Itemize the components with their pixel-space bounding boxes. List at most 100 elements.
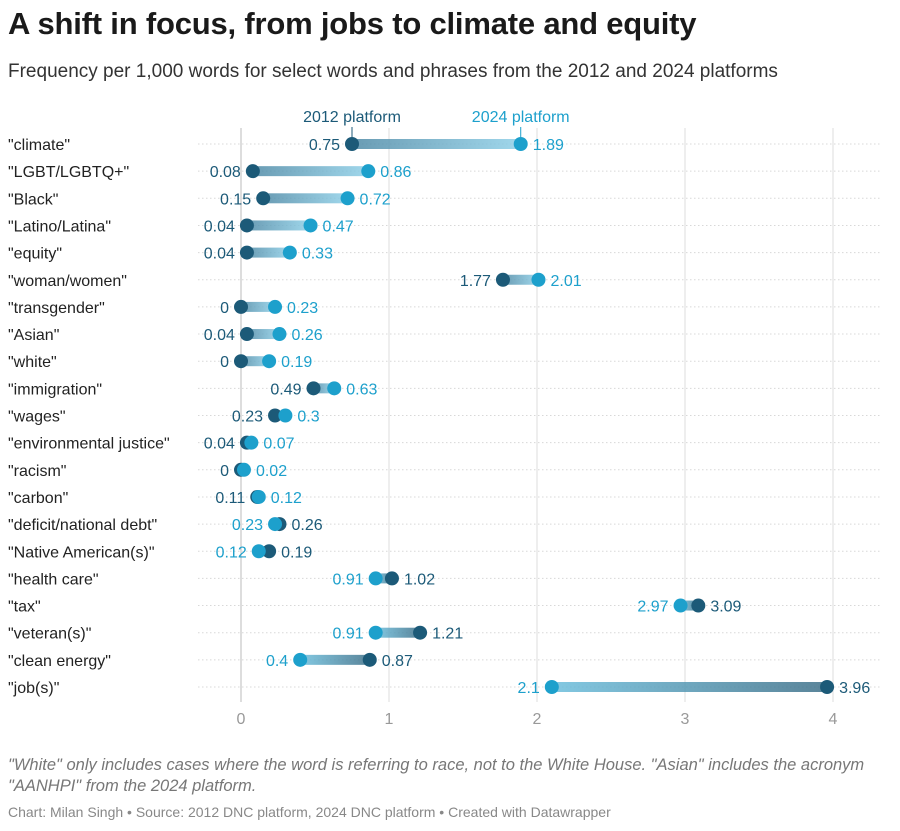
tick-label: 1 — [385, 711, 394, 728]
value-label-2024: 0.02 — [256, 463, 287, 480]
dot-2012 — [239, 218, 254, 233]
dot-2024 — [303, 218, 318, 233]
range-bar — [375, 573, 392, 584]
category-label: "health care" — [8, 571, 99, 588]
legend: 2012 platform 2024 platform — [303, 109, 570, 137]
category-label: "Asian" — [8, 327, 59, 344]
category-label: "Black" — [8, 191, 58, 208]
value-label-2012: 0 — [220, 354, 229, 371]
dot-2024 — [327, 381, 342, 396]
dot-2012 — [256, 191, 271, 206]
range-bar — [680, 600, 699, 611]
value-label-2012: 0.87 — [382, 653, 413, 670]
chart-row: "Asian" 0.04 0.26 — [8, 327, 880, 344]
value-label-2012: 1.21 — [432, 626, 463, 643]
category-label: "immigration" — [8, 381, 102, 398]
value-label-2024: 0.12 — [216, 544, 247, 561]
value-label-2024: 0.23 — [232, 517, 263, 534]
chart-row: "tax" 2.97 3.09 — [8, 598, 880, 616]
category-label: "wages" — [8, 409, 66, 426]
category-label: "white" — [8, 354, 57, 371]
chart-row: "job(s)" 2.1 3.96 — [8, 680, 880, 697]
value-label-2024: 0.26 — [291, 327, 322, 344]
dot-2024 — [251, 544, 266, 559]
dot-2012 — [384, 571, 399, 586]
range-bar — [551, 682, 828, 692]
chart-row: "clean energy" 0.4 0.87 — [8, 652, 880, 670]
range-bar — [300, 654, 370, 665]
value-label-2012: 0.19 — [281, 544, 312, 561]
chart-row: "veteran(s)" 0.91 1.21 — [8, 625, 880, 643]
category-label: "transgender" — [8, 300, 105, 317]
value-label-2012: 0.11 — [215, 490, 245, 507]
category-label: "clean energy" — [8, 653, 111, 670]
dot-2012 — [345, 137, 359, 151]
category-label: "racism" — [8, 463, 66, 480]
range-bar — [241, 301, 276, 312]
dot-2024 — [544, 680, 559, 694]
range-bar — [246, 247, 290, 258]
value-label-2012: 0 — [220, 300, 229, 317]
dot-2012 — [262, 544, 277, 559]
chart-row: "health care" 0.91 1.02 — [8, 571, 880, 588]
tick-label: 0 — [237, 711, 246, 728]
dot-2024 — [268, 299, 283, 314]
chart-row: "immigration" 0.49 0.63 — [8, 381, 880, 398]
range-bar — [246, 329, 280, 340]
chart-row: "Latino/Latina" 0.04 0.47 — [8, 218, 880, 235]
category-label: "Latino/Latina" — [8, 218, 111, 235]
dot-2012 — [234, 299, 248, 314]
tick-label: 3 — [681, 711, 690, 728]
chart-row: "Native American(s)" 0.12 0.19 — [8, 544, 880, 561]
tick-label: 4 — [829, 711, 838, 728]
legend-2024: 2024 platform — [472, 109, 570, 126]
category-label: "carbon" — [8, 490, 68, 507]
category-label: "job(s)" — [8, 680, 59, 697]
dot-2012 — [239, 245, 254, 260]
value-label-2012: 0.49 — [270, 381, 301, 398]
category-label: "climate" — [8, 137, 70, 154]
value-label-2024: 0.4 — [266, 653, 288, 670]
value-label-2024: 0.91 — [333, 626, 364, 643]
chart-subtitle: Frequency per 1,000 words for select wor… — [8, 61, 778, 82]
value-label-2024: 0.72 — [360, 191, 391, 208]
dot-2024 — [268, 517, 283, 532]
category-label: "Native American(s)" — [8, 544, 155, 561]
category-label: "equity" — [8, 246, 62, 263]
value-label-2024: 0.12 — [271, 490, 302, 507]
value-label-2012: 3.09 — [710, 599, 741, 616]
range-bar — [352, 139, 521, 149]
value-label-2012: 0.04 — [204, 436, 235, 453]
dot-2012 — [268, 408, 283, 423]
range-bar — [313, 383, 335, 394]
x-axis-ticks: 0 1 2 3 4 — [237, 711, 838, 728]
grid-layer — [240, 128, 834, 702]
value-label-2012: 0.04 — [204, 218, 235, 235]
category-label: "environmental justice" — [8, 436, 170, 453]
value-label-2024: 0.3 — [297, 409, 319, 426]
dot-2012 — [245, 164, 260, 179]
value-label-2024: 0.86 — [380, 164, 411, 181]
value-label-2024: 2.01 — [550, 273, 581, 290]
category-label: "tax" — [8, 599, 41, 616]
dot-2024 — [272, 327, 287, 342]
range-bar — [263, 193, 348, 204]
category-label: "woman/women" — [8, 273, 127, 290]
dot-2012 — [820, 680, 835, 694]
dot-2012 — [362, 652, 377, 667]
dot-2012 — [413, 625, 428, 640]
range-bar — [241, 356, 270, 367]
chart-title: A shift in focus, from jobs to climate a… — [8, 6, 697, 41]
dot-2024 — [673, 598, 688, 613]
tick-label: 2 — [533, 711, 542, 728]
range-bar — [375, 627, 421, 638]
dot-2012 — [239, 327, 254, 342]
value-label-2024: 2.1 — [518, 680, 540, 697]
chart-row: "climate" 0.75 1.89 — [8, 137, 880, 154]
value-label-2012: 0.75 — [309, 137, 340, 154]
value-label-2012: 0.15 — [220, 191, 251, 208]
chart-row: "white" 0 0.19 — [8, 354, 880, 371]
value-label-2024: 0.91 — [333, 571, 364, 588]
value-label-2024: 0.07 — [263, 436, 294, 453]
dot-2024 — [531, 272, 546, 287]
